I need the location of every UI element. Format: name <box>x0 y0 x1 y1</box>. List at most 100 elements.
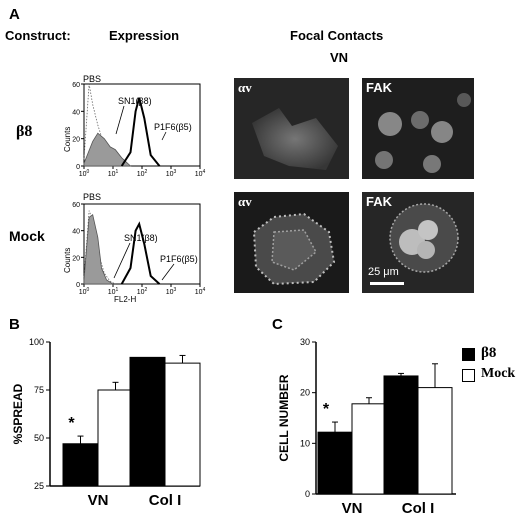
row-label-b8: β8 <box>16 123 33 140</box>
hist-mock-ytick-label: 40 <box>72 229 80 236</box>
hist-b8-series-p1f6 <box>120 97 161 167</box>
hist-mock-sn1-label: SN1(β8) <box>124 233 158 243</box>
micrograph-mock-fak-image <box>370 203 459 285</box>
micrograph-mock-av-label: αv <box>238 194 252 209</box>
bar-chart-c: 0 10 20 30 CELL NUMBER VN Col I * <box>277 337 456 516</box>
row-label-mock: Mock <box>9 228 45 244</box>
hist-mock-series-pbs <box>83 210 116 285</box>
legend-swatch-b8 <box>462 348 475 361</box>
hist-b8-sn1-label: SN1(β8) <box>118 96 152 106</box>
hist-mock-xtick-exponent: 4 <box>203 287 206 293</box>
hist-b8-series-sn1 <box>83 132 132 167</box>
micrograph-b8-fak-image <box>375 93 471 173</box>
chart-b-ylabel: %SPREAD <box>11 383 25 444</box>
hist-mock-xtick-label: 101 <box>108 287 119 296</box>
chart-c-category-label: Col I <box>402 500 435 516</box>
chart-b-category-label: VN <box>88 492 109 509</box>
micrograph-b8-fak-label: FAK <box>366 80 392 95</box>
chart-b-bar-b8-coli <box>129 356 166 487</box>
hist-b8-xtick-label: 100 <box>79 169 90 178</box>
chart-b-significance-star: * <box>68 415 75 432</box>
legend-label-b8: β8 <box>481 345 497 361</box>
micrograph-b8-av: αv <box>234 78 349 179</box>
chart-c-ytick-label: 20 <box>300 388 310 398</box>
micrograph-b8-av-image <box>252 108 338 170</box>
scale-bar-label: 25 μm <box>368 266 399 278</box>
hist-mock-xtick-label: 103 <box>166 287 177 296</box>
hist-mock-pbs-label: PBS <box>83 192 101 202</box>
chart-b-bar-mock-coli <box>164 362 201 487</box>
hist-b8-xtick-exponent: 0 <box>87 169 90 175</box>
construct-header: Construct: <box>5 28 71 43</box>
hist-b8-pbs-label: PBS <box>83 74 101 84</box>
focal-contacts-header: Focal Contacts <box>290 28 384 43</box>
vn-header: VN <box>330 50 349 65</box>
hist-b8-xtick-exponent: 1 <box>116 169 119 175</box>
panel-b-letter: B <box>9 316 20 333</box>
chart-c-bar-mock-vn <box>351 403 387 495</box>
hist-mock-xlabel: FL2-H <box>114 295 136 304</box>
chart-c-plot: 0 10 20 30 CELL NUMBER VN Col I * <box>277 337 456 516</box>
hist-b8-p1f6-label: P1F6(β5) <box>154 122 192 132</box>
expression-header: Expression <box>109 28 180 43</box>
chart-c-bar-mock-coli <box>417 387 453 495</box>
micrograph-mock-av: αv <box>234 192 349 293</box>
hist-b8-series-pbs <box>83 83 122 167</box>
bar-chart-b: 25 50 75 100 %SPREAD VN Col I * <box>11 337 201 509</box>
chart-b-plot: 25 50 75 100 %SPREAD VN Col I * <box>11 337 201 509</box>
hist-b8-xtick-exponent: 2 <box>145 169 148 175</box>
hist-mock-xtick-label: 100 <box>79 287 90 296</box>
histogram-mock: PBS SN1(β8) P1F6(β5) Counts FL2-H 020406… <box>63 192 206 304</box>
hist-b8-xtick-label: 101 <box>108 169 119 178</box>
hist-b8-xtick-exponent: 3 <box>174 169 177 175</box>
chart-b-ytick-label: 25 <box>34 481 44 491</box>
hist-mock-ytick-label: 0 <box>76 282 80 289</box>
chart-c-ylabel: CELL NUMBER <box>277 374 291 461</box>
hist-b8-sn1-pointer <box>115 105 125 135</box>
legend-label-mock: Mock <box>481 366 516 381</box>
hist-mock-ylabel: Counts <box>63 248 72 273</box>
hist-mock-sn1-pointer <box>113 242 131 279</box>
chart-b-ytick-label: 50 <box>34 433 44 443</box>
hist-mock-ytick-label: 60 <box>72 202 80 209</box>
hist-mock-p1f6-pointer <box>161 263 175 281</box>
hist-b8-ytick-label: 60 <box>72 82 80 89</box>
hist-b8-xtick-label: 102 <box>137 169 148 178</box>
chart-c-category-label: VN <box>342 500 363 516</box>
hist-mock-xtick-exponent: 3 <box>174 287 177 293</box>
hist-b8-ylabel: Counts <box>63 127 72 152</box>
hist-b8-xtick-exponent: 4 <box>203 169 206 175</box>
hist-mock-p1f6-label: P1F6(β5) <box>160 254 198 264</box>
hist-b8-xtick-label: 103 <box>166 169 177 178</box>
micrograph-mock-fak-label: FAK <box>366 194 392 209</box>
chart-b-bar-b8-vn <box>62 443 99 487</box>
panel-a-letter: A <box>9 6 20 23</box>
chart-b-ytick-label: 100 <box>29 337 44 347</box>
hist-mock-xtick-exponent: 0 <box>87 287 90 293</box>
hist-mock-xtick-label: 102 <box>137 287 148 296</box>
hist-b8-p1f6-pointer <box>161 131 167 141</box>
chart-c-bar-b8-vn <box>317 431 353 495</box>
hist-b8-ytick-label: 0 <box>76 164 80 171</box>
hist-mock-xtick-label: 104 <box>195 287 206 296</box>
hist-b8-xtick-label: 104 <box>195 169 206 178</box>
chart-c-bar-b8-coli <box>383 375 419 495</box>
micrograph-mock-av-image <box>252 212 336 286</box>
legend-swatch-mock <box>462 369 475 382</box>
hist-mock-xtick-exponent: 1 <box>116 287 119 293</box>
micrograph-b8-fak: FAK <box>362 78 474 179</box>
chart-b-bar-mock-vn <box>97 389 134 487</box>
panel-c-letter: C <box>272 316 283 333</box>
hist-mock-xtick-exponent: 2 <box>145 287 148 293</box>
micrograph-mock-fak: FAK 25 μm <box>362 192 474 293</box>
chart-b-ytick-label: 75 <box>34 385 44 395</box>
chart-c-ytick-label: 30 <box>300 337 310 347</box>
chart-c-ytick-label: 10 <box>300 438 310 448</box>
hist-b8-ytick-label: 40 <box>72 109 80 116</box>
hist-mock-ytick-label: 20 <box>72 255 80 262</box>
chart-c-significance-star: * <box>323 401 330 418</box>
hist-b8-ytick-label: 20 <box>72 137 80 144</box>
